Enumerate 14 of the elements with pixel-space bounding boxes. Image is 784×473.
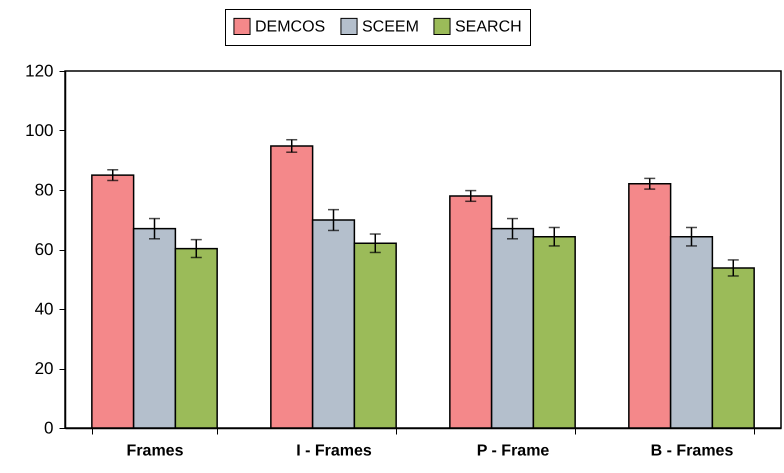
y-tick-label: 0: [44, 418, 54, 438]
legend-label: DEMCOS: [255, 18, 326, 36]
y-tick-label: 40: [34, 300, 54, 318]
x-tick-label: B - Frames: [650, 442, 734, 460]
y-tick-label: 80: [34, 180, 54, 200]
legend-label: SCEEM: [362, 18, 419, 36]
legend-label: SEARCH: [455, 18, 522, 36]
y-tick-label: 100: [25, 121, 54, 140]
y-tick-label: 60: [34, 240, 54, 259]
y-tick-label: 120: [25, 62, 54, 80]
x-tick-label: P - Frame: [476, 442, 550, 460]
x-tick-label: Frames: [126, 442, 184, 460]
y-tick-label: 20: [34, 359, 54, 378]
x-tick-label: I - Frames: [296, 442, 372, 460]
